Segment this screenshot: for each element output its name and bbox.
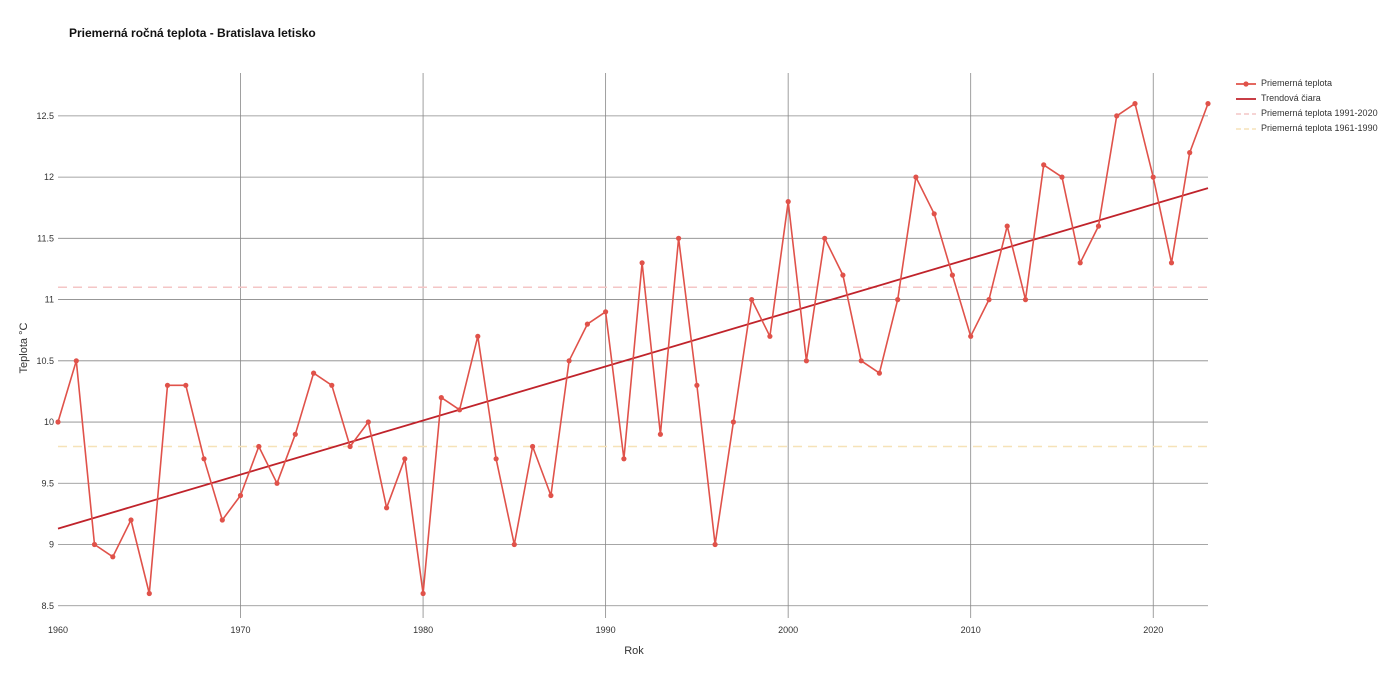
y-tick-label: 10.5	[36, 356, 54, 366]
data-point[interactable]	[986, 297, 992, 303]
reference-lines	[58, 286, 1208, 448]
x-tick-label: 1990	[596, 625, 616, 635]
y-tick-label: 10	[44, 417, 54, 427]
y-tick-label: 11	[45, 295, 54, 305]
data-point[interactable]	[457, 407, 463, 413]
data-point[interactable]	[347, 443, 353, 450]
data-point[interactable]	[274, 480, 280, 486]
data-point[interactable]	[1022, 297, 1029, 303]
data-point[interactable]	[584, 321, 591, 327]
data-point[interactable]	[603, 309, 609, 315]
data-point[interactable]	[803, 358, 810, 364]
data-point[interactable]	[858, 358, 864, 364]
data-point[interactable]	[256, 443, 262, 450]
legend-label: Trendová čiara	[1261, 93, 1321, 103]
data-point[interactable]	[384, 505, 390, 511]
data-point[interactable]	[530, 443, 536, 450]
data-point[interactable]	[1114, 113, 1120, 119]
data-point[interactable]	[55, 419, 61, 425]
data-point[interactable]	[822, 235, 828, 241]
data-point[interactable]	[931, 211, 937, 217]
data-point[interactable]	[493, 456, 499, 462]
data-point[interactable]	[895, 297, 901, 303]
legend-swatch	[1236, 128, 1256, 130]
data-point[interactable]	[292, 431, 298, 437]
temperature-series-layer	[55, 101, 1211, 597]
data-point[interactable]	[511, 541, 517, 548]
data-point[interactable]	[767, 333, 773, 339]
x-tick-label: 2010	[961, 625, 981, 635]
data-point[interactable]	[548, 492, 554, 499]
data-point[interactable]	[694, 382, 700, 388]
data-point[interactable]	[657, 431, 664, 437]
data-point[interactable]	[475, 333, 481, 339]
data-point[interactable]	[730, 419, 737, 425]
data-point[interactable]	[164, 382, 171, 388]
data-point[interactable]	[329, 382, 335, 388]
x-axis-title: Rok	[624, 645, 644, 657]
chart-title: Priemerná ročná teplota - Bratislava let…	[69, 26, 316, 40]
data-point[interactable]	[1150, 174, 1156, 180]
data-point[interactable]	[73, 358, 79, 364]
data-point[interactable]	[676, 235, 682, 241]
legend-swatch	[1236, 81, 1256, 87]
data-point[interactable]	[1187, 150, 1193, 156]
data-point[interactable]	[438, 395, 444, 401]
data-point[interactable]	[639, 260, 645, 266]
data-point[interactable]	[311, 370, 317, 376]
legend-swatch	[1236, 113, 1256, 115]
data-point[interactable]	[913, 174, 919, 180]
y-tick-label: 9	[49, 540, 54, 550]
data-point[interactable]	[146, 590, 152, 597]
y-axis-title: Teplota °C	[18, 323, 30, 374]
data-point[interactable]	[749, 297, 755, 303]
data-point[interactable]	[219, 517, 225, 523]
data-point[interactable]	[420, 590, 426, 597]
data-point[interactable]	[237, 492, 244, 499]
data-point[interactable]	[402, 456, 408, 462]
data-point[interactable]	[1077, 260, 1083, 266]
legend-label: Priemerná teplota 1961-1990	[1261, 123, 1378, 133]
legend-swatch	[1236, 98, 1256, 100]
data-point[interactable]	[621, 456, 627, 462]
y-tick-label: 8.5	[41, 601, 54, 611]
data-point[interactable]	[566, 358, 572, 364]
legend-label: Priemerná teplota 1991-2020	[1261, 108, 1378, 118]
data-point[interactable]	[1168, 260, 1175, 266]
data-point[interactable]	[1132, 101, 1138, 107]
grid	[58, 73, 1208, 618]
data-point[interactable]	[201, 456, 207, 462]
data-point[interactable]	[785, 199, 791, 205]
data-point[interactable]	[968, 333, 974, 339]
x-tick-label: 1970	[231, 625, 251, 635]
x-tick-label: 2000	[778, 625, 798, 635]
y-tick-label: 12	[44, 172, 54, 182]
x-tick-label: 1960	[48, 625, 68, 635]
data-point[interactable]	[876, 370, 883, 376]
data-point[interactable]	[128, 517, 134, 523]
y-tick-label: 9.5	[41, 478, 54, 488]
data-point[interactable]	[183, 382, 189, 388]
data-point[interactable]	[840, 272, 846, 278]
data-point[interactable]	[1004, 223, 1010, 229]
y-axis-ticks: 8.5 9 9.5 10 10.5 11 11.5 12 12.5	[36, 111, 54, 611]
legend-label: Priemerná teplota	[1261, 78, 1333, 88]
data-point[interactable]	[1095, 223, 1102, 229]
data-point[interactable]	[365, 419, 371, 425]
data-point[interactable]	[712, 541, 718, 548]
data-point[interactable]	[1205, 101, 1211, 107]
data-point[interactable]	[1041, 162, 1047, 168]
x-tick-label: 1980	[413, 625, 433, 635]
y-tick-label: 11.5	[37, 233, 54, 243]
data-point[interactable]	[91, 541, 98, 548]
series-line	[57, 102, 1209, 595]
x-axis-ticks: 1960 1970 1980 1990 2000 2010 2020	[48, 625, 1163, 635]
data-point[interactable]	[110, 554, 116, 560]
y-tick-label: 12.5	[36, 111, 54, 121]
data-point[interactable]	[1059, 174, 1065, 180]
data-point[interactable]	[949, 272, 956, 278]
x-tick-label: 2020	[1143, 625, 1163, 635]
